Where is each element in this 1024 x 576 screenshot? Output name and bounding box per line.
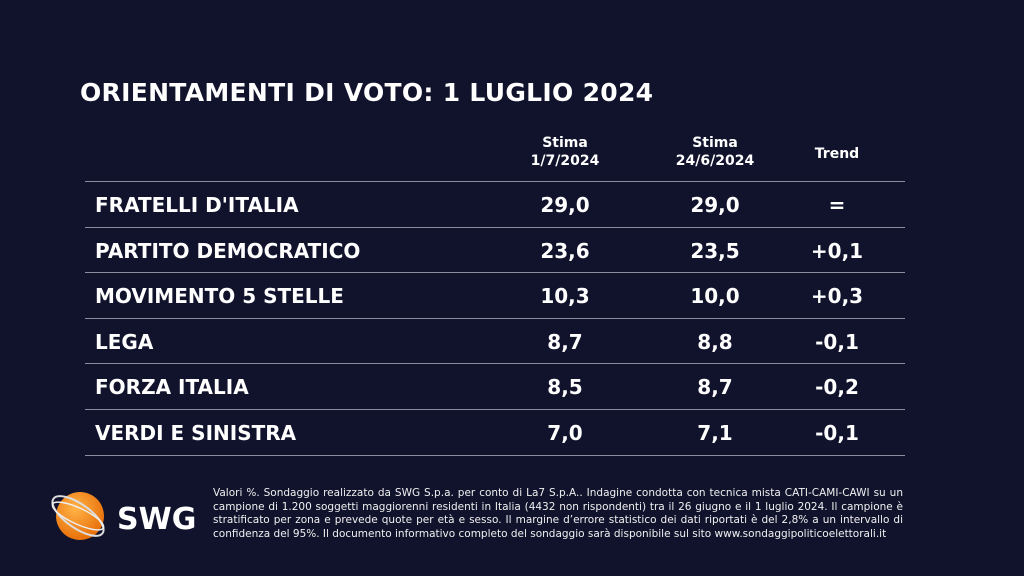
cell-trend: -0,1 xyxy=(815,420,859,445)
table-row: FORZA ITALIA 8,5 8,7 -0,2 xyxy=(85,363,905,409)
cell-current: 10,3 xyxy=(540,284,590,308)
header-line: 24/6/2024 xyxy=(675,153,755,169)
page-title: ORIENTAMENTI DI VOTO: 1 LUGLIO 2024 xyxy=(80,78,654,107)
table-row: PARTITO DEMOCRATICO 23,6 23,5 +0,1 xyxy=(85,226,905,273)
cell-party: FORZA ITALIA xyxy=(95,375,249,399)
cell-current: 29,0 xyxy=(540,193,590,217)
cell-trend: = xyxy=(828,193,846,217)
cell-previous: 10,0 xyxy=(690,284,740,308)
cell-party: LEGA xyxy=(95,329,154,354)
cell-previous: 23,5 xyxy=(690,238,740,263)
header-line: 1/7/2024 xyxy=(530,153,600,169)
cell-previous: 8,7 xyxy=(697,375,733,399)
cell-trend: -0,2 xyxy=(815,375,859,399)
methodology-note: Valori %. Sondaggio realizzato da SWG S.… xyxy=(213,487,903,540)
cell-current: 8,5 xyxy=(547,375,583,399)
cell-party: MOVIMENTO 5 STELLE xyxy=(95,284,344,308)
table-row: MOVIMENTO 5 STELLE 10,3 10,0 +0,3 xyxy=(85,272,905,318)
table-row: LEGA 8,7 8,8 -0,1 xyxy=(85,317,905,364)
cell-trend: +0,1 xyxy=(810,238,864,263)
svg-text:SWG: SWG xyxy=(117,502,196,537)
table-row: VERDI E SINISTRA 7,0 7,1 -0,1 xyxy=(85,408,905,456)
cell-party: FRATELLI D'ITALIA xyxy=(95,193,299,217)
column-header-previous: Stima 24/6/2024 xyxy=(640,134,790,170)
cell-party: VERDI E SINISTRA xyxy=(95,420,297,445)
column-header-trend: Trend xyxy=(762,145,912,163)
cell-previous: 7,1 xyxy=(697,420,733,445)
cell-trend: -0,1 xyxy=(815,329,859,354)
cell-previous: 29,0 xyxy=(690,193,740,217)
cell-current: 23,6 xyxy=(540,238,590,263)
swg-logo: SWG xyxy=(42,488,202,552)
cell-trend: +0,3 xyxy=(810,284,864,308)
column-header-current: Stima 1/7/2024 xyxy=(490,134,640,170)
cell-current: 8,7 xyxy=(547,329,583,354)
cell-current: 7,0 xyxy=(547,420,583,445)
header-line: Stima xyxy=(692,135,738,151)
header-line: Stima xyxy=(542,135,588,151)
header-line: Trend xyxy=(814,146,860,162)
cell-previous: 8,8 xyxy=(697,329,733,354)
table-row: FRATELLI D'ITALIA 29,0 29,0 = xyxy=(85,181,905,227)
cell-party: PARTITO DEMOCRATICO xyxy=(95,238,361,263)
